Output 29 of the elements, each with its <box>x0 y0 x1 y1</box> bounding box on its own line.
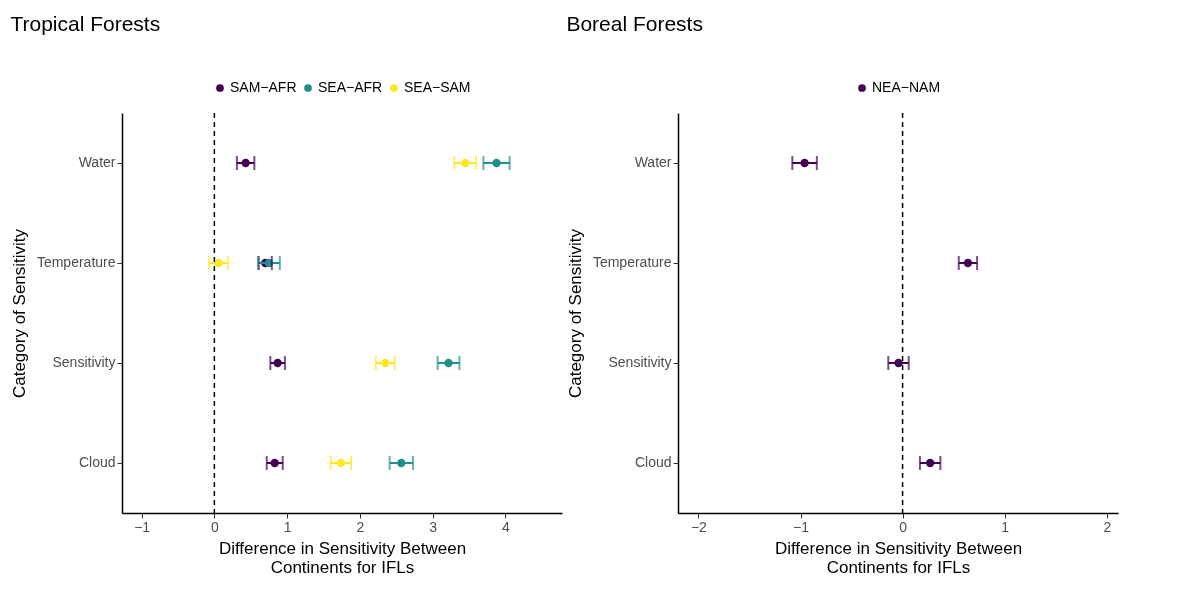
legend-label: SAM−AFR <box>230 79 297 95</box>
y-tick-label: Water <box>634 154 672 170</box>
y-tick-label: Cloud <box>634 454 672 470</box>
x-axis-title: Difference in Sensitivity Between Continents for IFLs <box>218 538 467 577</box>
x-tick-label: −1 <box>793 518 810 535</box>
legend-label: SEA−SAM <box>404 79 471 95</box>
x-tick-label: −1 <box>134 518 151 535</box>
legend-label: SEA−AFR <box>318 79 383 95</box>
y-tick-label: Temperature <box>36 254 116 270</box>
x-tick-label: 1 <box>1001 518 1010 535</box>
x-tick-label: 1 <box>283 518 292 535</box>
x-tick-label: 0 <box>899 518 908 535</box>
y-tick-label: Temperature <box>592 254 672 270</box>
y-tick-label: Sensitivity <box>52 354 116 370</box>
x-tick-label: 0 <box>210 518 219 535</box>
y-tick-label: Sensitivity <box>608 354 672 370</box>
legend-label: NEA−NAM <box>872 79 941 95</box>
y-tick-label: Water <box>78 154 116 170</box>
x-tick-label: 3 <box>429 518 438 535</box>
y-tick-label: Cloud <box>78 454 116 470</box>
x-axis-title: Difference in Sensitivity Between Continents for IFLs <box>774 538 1023 577</box>
chart-title: Tropical Forests <box>10 12 161 35</box>
chart-title: Boreal Forests <box>566 12 703 35</box>
x-tick-label: 4 <box>501 518 510 535</box>
x-tick-label: 2 <box>356 518 365 535</box>
y-axis-title: Category of Sensitivity <box>9 228 29 399</box>
x-tick-label: −2 <box>690 518 708 535</box>
y-axis-title: Category of Sensitivity <box>565 228 585 399</box>
x-tick-label: 2 <box>1103 518 1112 535</box>
